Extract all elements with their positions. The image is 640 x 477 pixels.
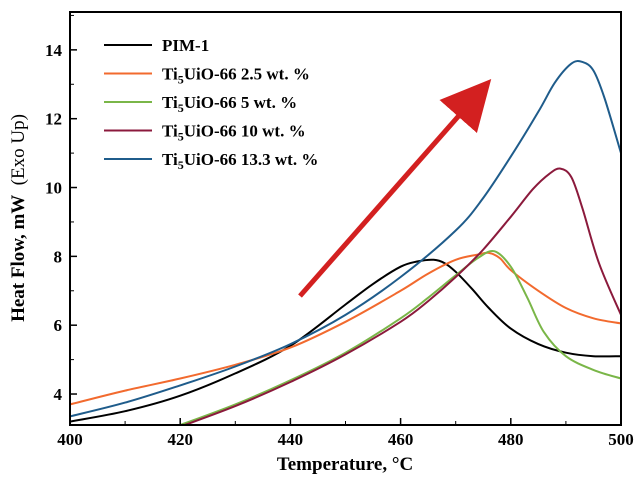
y-axis-title-main: Heat Flow, mW: [8, 195, 29, 322]
legend: PIM-1 Ti5UiO-66 2.5 wt. % Ti5UiO-66 5 wt. …: [104, 36, 318, 172]
y-axis-title-paren: (Exo Up): [8, 114, 29, 185]
series-line: [70, 258, 621, 423]
x-tick-label: 460: [388, 430, 414, 449]
plot-frame: [69, 11, 622, 426]
legend-label: Ti5UiO-66 13.3 wt. %: [162, 150, 318, 172]
y-tick-label: 10: [45, 179, 62, 198]
y-tick-label: 6: [54, 316, 63, 335]
series-line: [70, 251, 621, 406]
x-axis-title: Temperature, °C: [277, 454, 413, 475]
x-tick-label: 400: [57, 430, 83, 449]
y-axis-title: Heat Flow, mW (Exo Up): [8, 114, 29, 322]
legend-label: Ti5UiO-66 2.5 wt. %: [162, 65, 310, 87]
series-line: [181, 167, 621, 425]
legend-label: Ti5UiO-66 5 wt. %: [162, 93, 297, 115]
x-tick-label: 420: [167, 430, 193, 449]
series-layer: [70, 60, 621, 425]
y-axis: 4 6 8 10 12 14: [45, 14, 77, 404]
x-tick-label: 500: [608, 430, 634, 449]
x-tick-label: 440: [278, 430, 304, 449]
y-tick-label: 8: [54, 247, 63, 266]
series-line: [179, 249, 621, 425]
series-line: [70, 60, 621, 418]
legend-label: Ti5UiO-66 10 wt. %: [162, 122, 306, 144]
y-tick-label: 4: [54, 385, 63, 404]
x-tick-label: 480: [498, 430, 524, 449]
y-tick-label: 14: [45, 41, 63, 60]
y-tick-label: 12: [45, 110, 62, 129]
legend-label: PIM-1: [162, 36, 209, 55]
x-axis: 400 420 440 460 480 500: [57, 418, 634, 449]
trend-arrow: [298, 78, 492, 298]
